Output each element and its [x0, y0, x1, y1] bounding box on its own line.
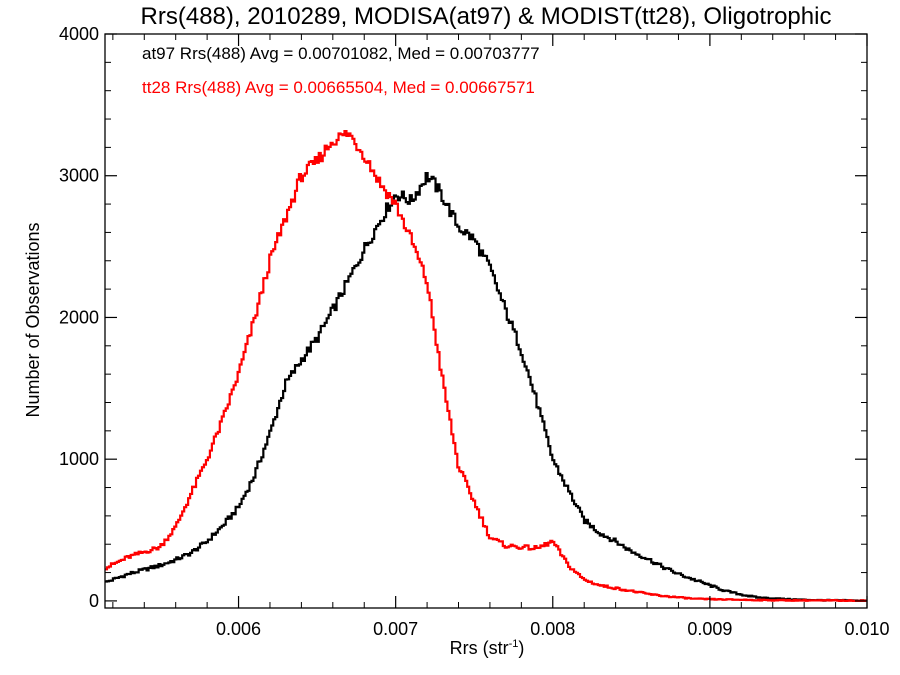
y-tick-label: 4000	[59, 24, 99, 44]
x-tick-label: 0.006	[216, 619, 261, 639]
y-tick-label: 0	[89, 591, 99, 611]
x-tick-label: 0.009	[687, 619, 732, 639]
y-tick-label: 2000	[59, 307, 99, 327]
plot-frame	[104, 33, 868, 609]
x-tick-label: 0.007	[373, 619, 418, 639]
x-axis-label-close: )	[518, 638, 524, 658]
legend-entry-tt28: tt28 Rrs(488) Avg = 0.00665504, Med = 0.…	[142, 78, 535, 97]
histogram-series-at97	[105, 171, 867, 602]
y-tick-label: 3000	[59, 166, 99, 186]
series-group	[105, 130, 867, 603]
y-tick-label: 1000	[59, 449, 99, 469]
plot-area: 0.006 0.007 0.008 0.009 0.010 0 1000 2000 3000 40…	[59, 24, 890, 639]
histogram-series-tt28	[105, 130, 867, 603]
x-axis-label-main: Rrs (str	[450, 638, 509, 658]
chart-title: Rrs(488), 2010289, MODISA(at97) & MODIST…	[141, 3, 832, 30]
x-tick-label: 0.008	[530, 619, 575, 639]
x-axis-label-superscript: -1	[509, 638, 519, 650]
x-axis-label: Rrs (str-1)	[450, 638, 525, 658]
legend-entry-at97: at97 Rrs(488) Avg = 0.00701082, Med = 0.…	[142, 44, 540, 63]
y-axis-label: Number of Observations	[23, 222, 43, 417]
x-tick-label: 0.010	[844, 619, 889, 639]
